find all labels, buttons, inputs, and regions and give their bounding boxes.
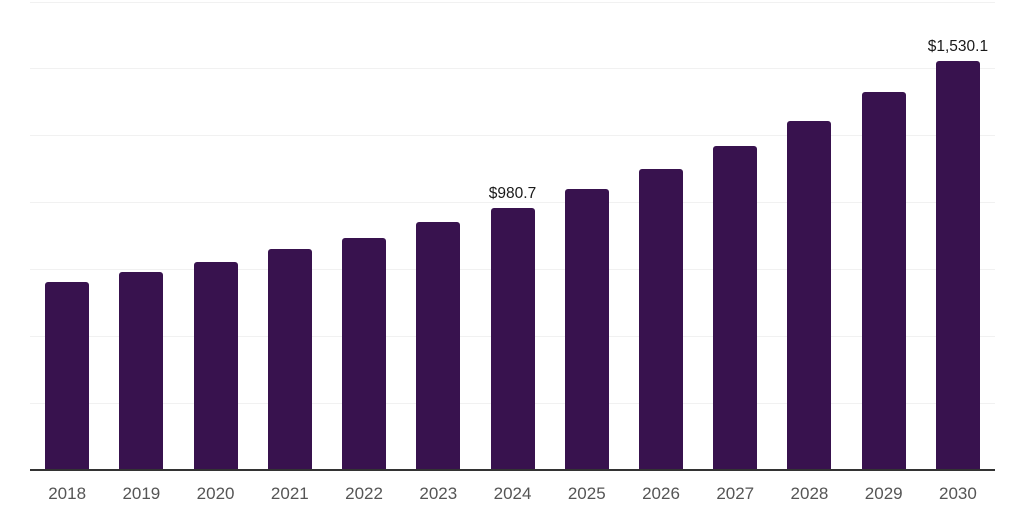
- bar-slot-2027: [698, 2, 772, 470]
- bar-slot-2026: [624, 2, 698, 470]
- x-tick-2029: 2029: [864, 484, 903, 503]
- x-tick-2021: 2021: [270, 484, 309, 503]
- x-tick-2018: 2018: [48, 484, 87, 503]
- bar-2023[interactable]: [416, 222, 461, 470]
- bar-slot-2020: [178, 2, 252, 470]
- gridline-1250: [30, 135, 995, 137]
- bar-slot-2029: [847, 2, 921, 470]
- x-tick-2030: 2030: [939, 484, 977, 503]
- x-tick-2027: 2027: [716, 484, 755, 503]
- x-axis-tick-labels: 2018 2019 2020 2021 2022 2023 2024 2025 2026 2027…: [30, 484, 995, 503]
- x-tick-2026: 2026: [642, 484, 680, 503]
- bar-slot-2021: [253, 2, 327, 470]
- x-tick-2022: 2022: [345, 484, 383, 503]
- x-tick-2023: 2023: [419, 484, 458, 503]
- gridline-1000: [30, 202, 995, 204]
- bar-2020[interactable]: [193, 261, 238, 470]
- x-tick-2028: 2028: [790, 484, 829, 503]
- bar-2025[interactable]: [564, 189, 609, 470]
- bar-slot-2030: $1,530.1: [921, 2, 995, 470]
- bar-slot-2018: [30, 2, 104, 470]
- bar-slot-2025: [550, 2, 624, 470]
- x-tick-2020: 2020: [196, 484, 235, 503]
- bar-2029[interactable]: [861, 91, 906, 470]
- bar-slot-2028: [772, 2, 846, 470]
- bar-2028[interactable]: [787, 121, 832, 470]
- x-tick-2024: 2024: [493, 484, 532, 503]
- bar-2022[interactable]: [342, 237, 387, 470]
- bar-2019[interactable]: [119, 272, 164, 470]
- x-tick-2019: 2019: [122, 484, 161, 503]
- bar-slot-2024: $980.7: [475, 2, 549, 470]
- bar-slot-2019: [104, 2, 178, 470]
- x-axis-line: [30, 469, 995, 471]
- point-label-2024: $980.7: [488, 184, 537, 202]
- bar-2021[interactable]: [267, 249, 312, 470]
- bar-2027[interactable]: [713, 145, 758, 470]
- bar-slot-2022: [327, 2, 401, 470]
- plot-area: $980.7 $1,530.1: [30, 1, 995, 471]
- x-tick-2025: 2025: [567, 484, 606, 503]
- point-label-2030: $1,530.1: [927, 37, 989, 55]
- bar-2026[interactable]: [638, 169, 683, 470]
- bar-slot-2023: [401, 2, 475, 470]
- gridline-1500: [30, 68, 995, 70]
- bar-2018[interactable]: [45, 282, 90, 470]
- bar-2030[interactable]: [935, 60, 980, 470]
- gridline-1750: [30, 1, 995, 3]
- bars-container: $980.7 $1,530.1: [30, 2, 995, 470]
- bar-2024[interactable]: [490, 207, 535, 470]
